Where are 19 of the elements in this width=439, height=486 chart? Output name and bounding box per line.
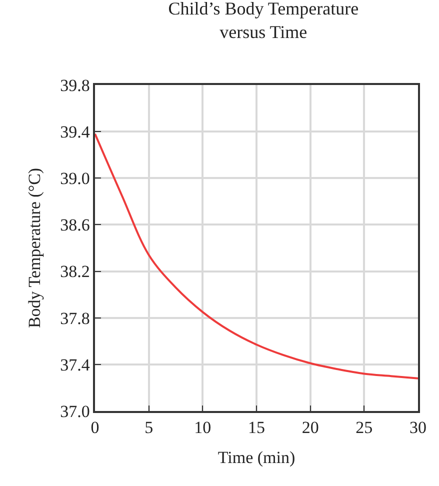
x-tick-label: 30 xyxy=(410,418,426,438)
y-axis-title: Body Temperature (°C) xyxy=(25,168,44,328)
y-tick-label: 37.8 xyxy=(60,308,90,328)
chart-title: Child’s Body Temperature versus Time xyxy=(168,0,359,42)
x-axis-title: Time (min) xyxy=(218,448,296,468)
x-tick-label: 25 xyxy=(356,418,373,438)
line-series xyxy=(95,132,418,380)
y-tick-label: 37.0 xyxy=(60,402,90,421)
y-tick-label: 38.2 xyxy=(60,262,90,282)
x-tick-label: 10 xyxy=(194,418,212,438)
y-tick-label: 39.4 xyxy=(60,122,90,142)
y-tick-label: 39.0 xyxy=(60,169,90,188)
x-tick-label: 15 xyxy=(248,418,265,438)
y-tick-label: 38.6 xyxy=(60,216,90,235)
y-tick-label: 39.8 xyxy=(60,76,90,95)
y-tick-label: 37.4 xyxy=(60,355,90,374)
x-tick-label: 5 xyxy=(144,418,154,438)
x-tick-label: 0 xyxy=(90,418,100,438)
x-tick-label: 20 xyxy=(302,418,319,438)
